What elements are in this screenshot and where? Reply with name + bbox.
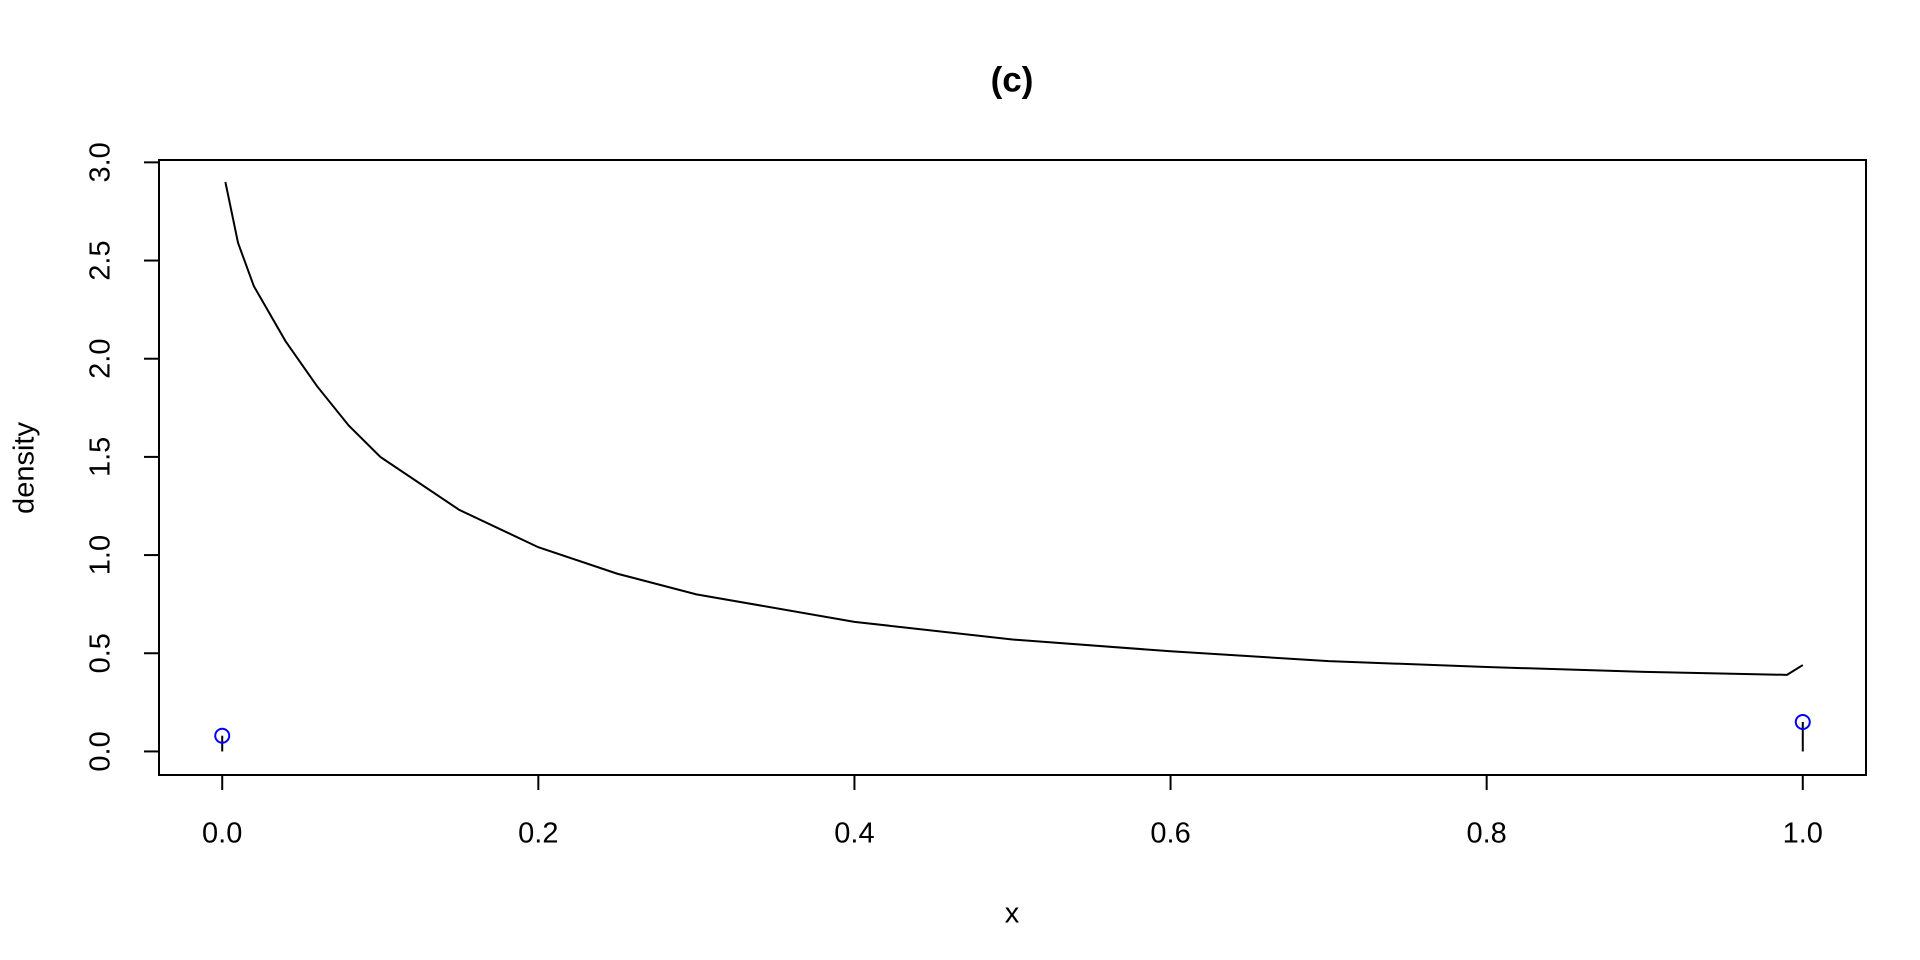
x-tick-label: 0.4 (834, 818, 874, 850)
density-line (224, 181, 1804, 676)
mass-point (1794, 713, 1811, 730)
x-tick-label: 0.8 (1467, 818, 1507, 850)
y-tick-label: 2.0 (85, 339, 117, 379)
y-tick-label: 3.0 (85, 142, 117, 182)
y-axis-label: density (9, 422, 41, 514)
x-tick-label: 0.0 (202, 818, 242, 850)
x-tick-label: 0.6 (1150, 818, 1190, 850)
chart-title: (c) (991, 60, 1034, 99)
y-tick-label: 0.0 (85, 731, 117, 771)
x-axis-label: x (1005, 898, 1020, 930)
y-tick-label: 0.5 (85, 633, 117, 673)
mass-point (214, 727, 231, 744)
x-tick-label: 1.0 (1783, 818, 1823, 850)
x-tick-label: 0.2 (518, 818, 558, 850)
y-tick-label: 2.5 (85, 240, 117, 280)
y-tick-label: 1.5 (85, 437, 117, 477)
y-tick-label: 1.0 (85, 535, 117, 575)
plot-frame (158, 159, 1867, 776)
